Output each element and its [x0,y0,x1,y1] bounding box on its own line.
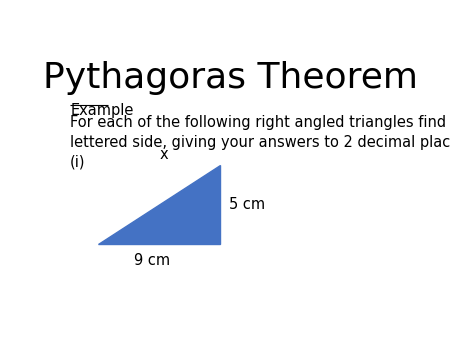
Text: 5 cm: 5 cm [229,197,265,212]
Text: Example: Example [70,103,134,118]
Text: 9 cm: 9 cm [134,253,170,268]
Text: For each of the following right angled triangles find the length of the
lettered: For each of the following right angled t… [70,115,450,169]
Text: x: x [160,147,169,162]
Text: Pythagoras Theorem: Pythagoras Theorem [43,62,418,95]
Polygon shape [98,166,220,244]
